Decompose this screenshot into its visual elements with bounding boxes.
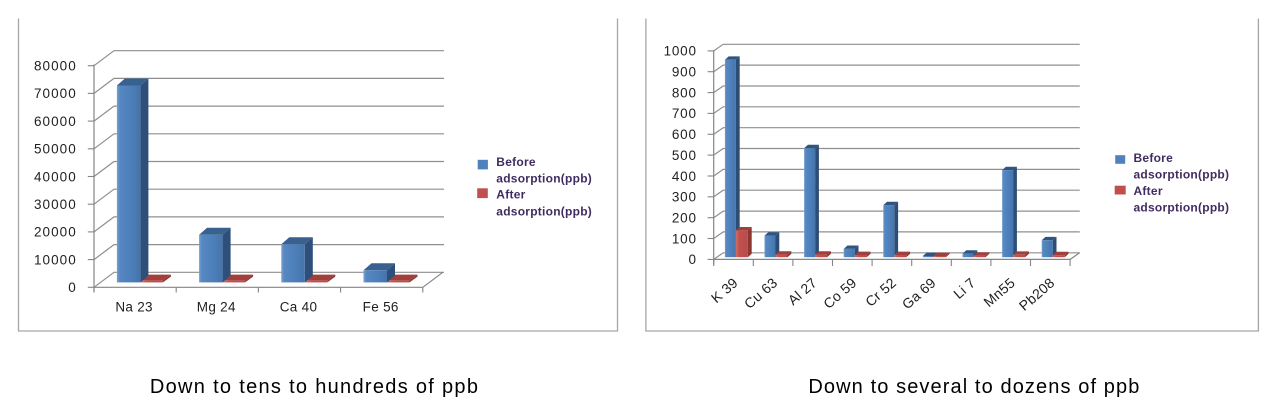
svg-text:Cu 63: Cu 63 bbox=[741, 274, 780, 311]
svg-text:K 39: K 39 bbox=[708, 274, 741, 306]
svg-text:400: 400 bbox=[672, 169, 697, 184]
svg-text:900: 900 bbox=[672, 65, 697, 80]
svg-text:After: After bbox=[496, 188, 525, 202]
svg-text:500: 500 bbox=[672, 148, 697, 163]
svg-text:100: 100 bbox=[672, 231, 697, 246]
svg-text:Fe 56: Fe 56 bbox=[363, 300, 399, 315]
svg-text:Al 27: Al 27 bbox=[785, 274, 820, 308]
svg-text:adsorption(ppb): adsorption(ppb) bbox=[496, 205, 592, 219]
svg-text:200: 200 bbox=[672, 211, 697, 226]
svg-text:300: 300 bbox=[672, 190, 697, 205]
svg-text:Co 59: Co 59 bbox=[820, 274, 859, 311]
svg-text:After: After bbox=[1134, 184, 1163, 198]
svg-text:Ga 69: Ga 69 bbox=[899, 274, 939, 312]
svg-text:Down to tens to hundreds of pp: Down to tens to hundreds of ppb bbox=[150, 376, 479, 398]
svg-text:Cr 52: Cr 52 bbox=[862, 274, 899, 309]
svg-text:adsorption(ppb): adsorption(ppb) bbox=[1134, 168, 1230, 182]
svg-text:50000: 50000 bbox=[34, 142, 77, 157]
svg-text:Ca 40: Ca 40 bbox=[280, 300, 318, 315]
svg-text:700: 700 bbox=[672, 106, 697, 121]
svg-text:adsorption(ppb): adsorption(ppb) bbox=[1134, 200, 1230, 214]
svg-text:Before: Before bbox=[1134, 151, 1174, 165]
svg-text:60000: 60000 bbox=[34, 114, 77, 129]
svg-text:Li 7: Li 7 bbox=[950, 274, 978, 301]
svg-text:0: 0 bbox=[688, 252, 696, 267]
svg-text:70000: 70000 bbox=[34, 86, 77, 101]
svg-text:20000: 20000 bbox=[34, 225, 77, 240]
svg-text:Na 23: Na 23 bbox=[115, 300, 153, 315]
svg-text:Before: Before bbox=[496, 155, 536, 169]
svg-text:1000: 1000 bbox=[664, 44, 697, 59]
svg-text:Mn55: Mn55 bbox=[980, 274, 1018, 310]
svg-text:Mg 24: Mg 24 bbox=[197, 300, 236, 315]
svg-text:40000: 40000 bbox=[34, 169, 77, 184]
svg-text:adsorption(ppb): adsorption(ppb) bbox=[496, 171, 592, 185]
svg-text:Pb208: Pb208 bbox=[1016, 274, 1058, 313]
svg-text:Down to several to dozens of p: Down to several to dozens of ppb bbox=[808, 376, 1140, 398]
svg-text:0: 0 bbox=[68, 280, 77, 295]
svg-text:80000: 80000 bbox=[34, 59, 77, 74]
svg-text:10000: 10000 bbox=[34, 252, 77, 267]
svg-text:800: 800 bbox=[672, 85, 697, 100]
svg-text:30000: 30000 bbox=[34, 197, 77, 212]
svg-text:600: 600 bbox=[672, 127, 697, 142]
